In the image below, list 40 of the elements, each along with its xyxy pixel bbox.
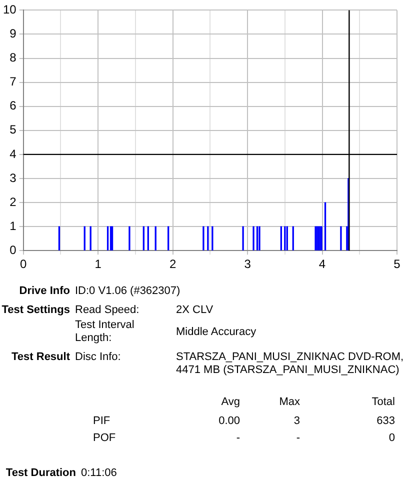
text: Avg — [220, 396, 240, 409]
x-tick-label: 1 — [94, 257, 102, 272]
x-tick-label: 2 — [169, 257, 176, 272]
y-tick-label: 6 — [10, 98, 17, 113]
y-tick-label: 7 — [10, 74, 17, 89]
text: Read Speed: — [75, 304, 140, 317]
text: Total — [370, 396, 395, 409]
y-tick-label: 9 — [10, 26, 17, 41]
text: 633 — [376, 415, 395, 428]
text: Test Duration — [4, 467, 76, 480]
text: Middle Accuracy — [176, 326, 258, 339]
y-tick-label: 0 — [10, 242, 17, 257]
y-tick-label: 2 — [10, 194, 17, 209]
text: 0:11:06 — [81, 467, 118, 480]
x-tick-label: 3 — [244, 257, 252, 272]
text: STARSZA_PANI_MUSI_ZNIKNAC DVD-ROM, 4471 MB (STARSZA_PANI_MUSI_ZNIKNAC) — [176, 351, 405, 377]
x-tick-label: 0 — [20, 257, 28, 272]
text: ID:0 V1.06 (#362307) — [75, 285, 182, 298]
text: Drive Info — [18, 285, 70, 298]
text: Test Result — [10, 351, 70, 364]
text: 0 — [388, 432, 395, 445]
text: - — [235, 432, 240, 445]
text: Max — [278, 396, 300, 409]
text: 2X CLV — [176, 304, 214, 317]
y-tick-label: 4 — [10, 146, 17, 161]
text: Test Settings — [0, 304, 70, 317]
y-tick-label: 8 — [10, 50, 17, 65]
y-tick-label: 10 — [2, 2, 17, 17]
text: Test Interval Length: — [75, 319, 136, 345]
y-tick-label: 5 — [10, 122, 17, 137]
text: POF — [93, 432, 117, 445]
text: - — [295, 432, 300, 445]
x-tick-label: 4 — [318, 257, 326, 272]
x-tick-label: 5 — [394, 257, 401, 272]
y-tick-label: 1 — [10, 218, 17, 233]
text: 3 — [292, 415, 300, 428]
text: Disc Info: — [75, 351, 122, 364]
y-tick-label: 3 — [10, 170, 17, 185]
text: PIF — [93, 415, 112, 428]
text: 0.00 — [218, 415, 240, 428]
